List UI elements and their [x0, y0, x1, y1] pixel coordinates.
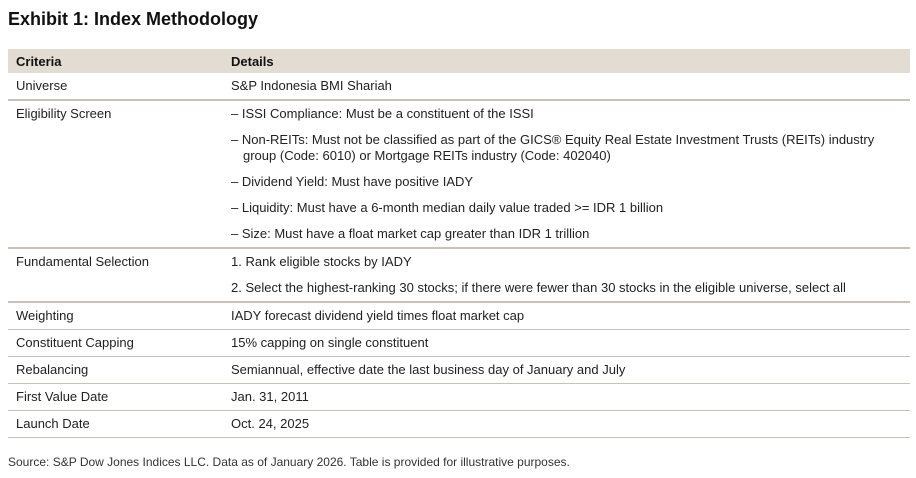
header-details: Details: [223, 49, 910, 73]
detail-item: 1. Rank eligible stocks by IADY: [231, 254, 412, 269]
detail-item: – Non-REITs: Must not be classified as p…: [231, 132, 875, 163]
table-row: Constituent Capping 15% capping on single…: [8, 329, 910, 357]
detail-item: – Size: Must have a float market cap gre…: [231, 226, 590, 241]
detail-item: IADY forecast dividend yield times float…: [231, 308, 525, 323]
detail-item: Semiannual, effective date the last busi…: [231, 362, 626, 377]
detail-item: – ISSI Compliance: Must be a constituent…: [231, 106, 534, 121]
detail-item: Jan. 31, 2011: [231, 389, 309, 404]
details-cell: IADY forecast dividend yield times float…: [223, 302, 910, 330]
methodology-table: Criteria Details Universe S&P Indonesia B…: [8, 49, 910, 438]
criteria-cell: First Value Date: [8, 383, 223, 411]
criteria-cell: Universe: [8, 73, 223, 101]
source-note: Source: S&P Dow Jones Indices LLC. Data …: [8, 455, 570, 469]
detail-item: – Liquidity: Must have a 6-month median …: [231, 200, 664, 215]
criteria-cell: Constituent Capping: [8, 329, 223, 357]
details-cell: 1. Rank eligible stocks by IADY 2. Select…: [223, 248, 910, 303]
criteria-cell: Eligibility Screen: [8, 100, 223, 249]
exhibit-title: Exhibit 1: Index Methodology: [8, 9, 259, 29]
detail-item: 2. Select the highest-ranking 30 stocks;…: [231, 280, 846, 295]
table-row: Universe S&P Indonesia BMI Shariah: [8, 73, 910, 101]
details-cell: 15% capping on single constituent: [223, 329, 910, 357]
detail-item: S&P Indonesia BMI Shariah: [231, 78, 392, 93]
header-criteria: Criteria: [8, 49, 223, 73]
criteria-cell: Fundamental Selection: [8, 248, 223, 303]
criteria-cell: Weighting: [8, 302, 223, 330]
details-cell: – ISSI Compliance: Must be a constituent…: [223, 100, 910, 249]
details-cell: Semiannual, effective date the last busi…: [223, 356, 910, 384]
criteria-cell: Launch Date: [8, 410, 223, 438]
criteria-cell: Rebalancing: [8, 356, 223, 384]
details-cell: Jan. 31, 2011: [223, 383, 910, 411]
details-cell: S&P Indonesia BMI Shariah: [223, 73, 910, 101]
details-cell: Oct. 24, 2025: [223, 410, 910, 438]
table-row: Fundamental Selection 1. Rank eligible st…: [8, 248, 910, 303]
table-row: Rebalancing Semiannual, effective date th…: [8, 356, 910, 384]
table-row: First Value Date Jan. 31, 2011: [8, 383, 910, 411]
table-row: Launch Date Oct. 24, 2025: [8, 410, 910, 438]
table-row: Eligibility Screen – ISSI Compliance: Mus…: [8, 100, 910, 249]
detail-item: 15% capping on single constituent: [231, 335, 429, 350]
detail-item: Oct. 24, 2025: [231, 416, 310, 431]
detail-item: – Dividend Yield: Must have positive IAD…: [231, 174, 474, 189]
table-header-row: Criteria Details: [8, 49, 910, 73]
table-row: Weighting IADY forecast dividend yield ti…: [8, 302, 910, 330]
